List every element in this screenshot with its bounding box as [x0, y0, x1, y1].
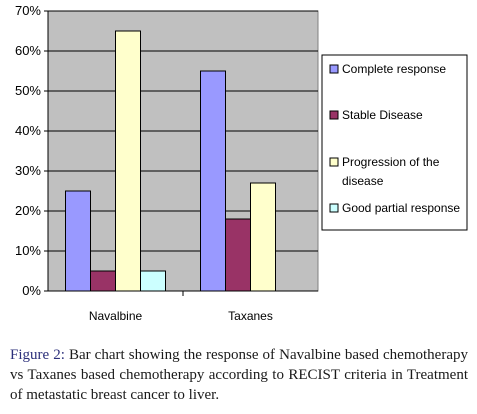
legend-label: Progression of the — [342, 155, 440, 169]
bar-navalbine-2 — [115, 30, 141, 292]
x-axis: Navalbine Taxanes — [48, 290, 318, 323]
legend-label: Good partial response — [342, 201, 460, 215]
legend-swatch — [329, 203, 339, 213]
x-tick-label: Navalbine — [89, 309, 143, 323]
bar-navalbine-3 — [140, 270, 166, 292]
y-tick-label: 60% — [15, 43, 41, 58]
legend-label: Complete response — [342, 62, 446, 76]
figure-label: Figure 2: — [10, 347, 65, 363]
y-tick-label: 20% — [15, 203, 41, 218]
bar-navalbine-0 — [65, 190, 91, 292]
caption-text: Bar chart showing the response of Navalb… — [10, 347, 468, 403]
legend: Complete response Stable Disease Progressi… — [329, 62, 460, 215]
y-tick-label: 70% — [15, 3, 41, 18]
y-tick-label: 0% — [22, 283, 41, 298]
bar-navalbine-1 — [90, 270, 116, 292]
legend-swatch — [329, 157, 339, 167]
legend-box — [321, 54, 468, 231]
y-axis: 0% 10% 20% 30% 40% 50% 60% 70% — [15, 3, 49, 298]
bar-taxanes-0 — [200, 70, 226, 292]
legend-swatch — [329, 110, 339, 120]
legend-swatch — [329, 64, 339, 74]
y-tick-label: 30% — [15, 163, 41, 178]
bar-taxanes-1 — [225, 218, 251, 292]
bars — [65, 30, 276, 292]
y-tick-label: 50% — [15, 83, 41, 98]
x-tick-label: Taxanes — [228, 309, 273, 323]
legend-label: Stable Disease — [342, 108, 423, 122]
legend-label: disease — [342, 174, 384, 188]
bar-chart: 0% 10% 20% 30% 40% 50% 60% 70% Navalbine Taxanes… — [15, 3, 468, 323]
bar-taxanes-2 — [250, 182, 276, 292]
figure-caption: Figure 2: Bar chart showing the response… — [10, 345, 468, 405]
y-tick-label: 40% — [15, 123, 41, 138]
y-tick-label: 10% — [15, 243, 41, 258]
